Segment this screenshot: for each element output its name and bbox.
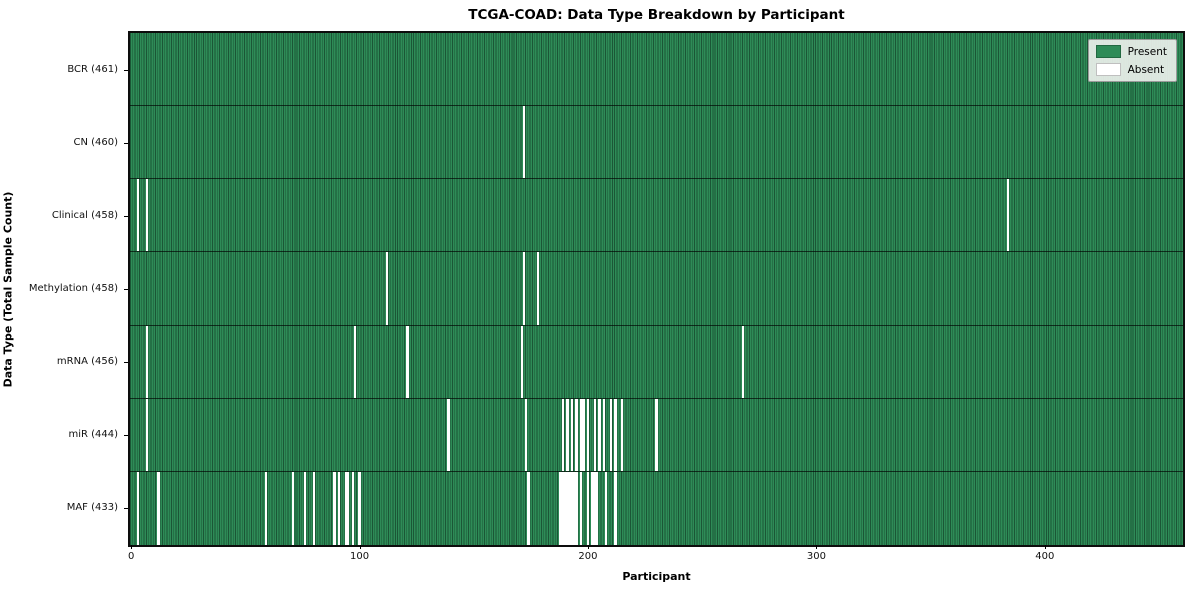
absent-bar [157, 471, 160, 545]
y-tick-mark [124, 362, 128, 364]
absent-bar [593, 471, 596, 545]
y-tick-mark [124, 508, 128, 510]
x-tick-mark [587, 545, 589, 549]
absent-swatch-icon [1095, 63, 1121, 76]
y-tick-mark [124, 142, 128, 144]
data-row-mrna [130, 325, 1183, 399]
absent-bar [575, 471, 578, 545]
absent-bar [145, 398, 149, 471]
absent-bar [264, 471, 268, 545]
legend-entry-present: Present [1095, 45, 1167, 58]
absent-bar [561, 471, 564, 545]
x-tick-mark [816, 545, 818, 549]
absent-bar [522, 106, 526, 179]
chart-title: TCGA-COAD: Data Type Breakdown by Partic… [468, 7, 845, 23]
data-row-maf [130, 471, 1183, 545]
absent-bar [292, 471, 295, 545]
absent-bar [591, 471, 594, 545]
y-tick-label: CN (460) [73, 136, 118, 148]
absent-bar [570, 471, 574, 545]
legend-label-present: Present [1127, 45, 1167, 58]
absent-bar [344, 471, 347, 545]
y-tick-label: miR (444) [68, 429, 118, 441]
absent-bar [573, 471, 576, 545]
absent-bar [527, 471, 530, 545]
data-row-methylation [130, 252, 1183, 326]
absent-bar [566, 398, 569, 471]
data-row-bcr [130, 33, 1183, 107]
absent-bar [136, 179, 140, 252]
y-tick-label: MAF (433) [66, 502, 118, 514]
x-tick-mark [131, 545, 133, 549]
absent-bar [145, 325, 149, 398]
absent-bar [136, 471, 140, 545]
absent-bar [563, 471, 567, 545]
absent-bar [570, 398, 574, 471]
absent-bar [525, 398, 528, 471]
absent-bar [522, 252, 526, 325]
absent-bar [312, 471, 316, 545]
absent-bar [609, 398, 612, 471]
data-row-mir [130, 398, 1183, 472]
absent-bar [561, 398, 564, 471]
y-tick-mark [124, 215, 128, 217]
absent-bar [358, 471, 361, 545]
absent-bar [586, 398, 590, 471]
y-tick-mark [124, 435, 128, 437]
data-row-clinical [130, 179, 1183, 253]
absent-bar [655, 398, 658, 471]
x-tick-label: 400 [1035, 551, 1055, 562]
absent-bar [586, 471, 590, 545]
absent-bar [385, 252, 389, 325]
plot-area: Present Absent [128, 31, 1185, 547]
x-tick-label: 100 [350, 551, 370, 562]
x-tick-label: 200 [578, 551, 598, 562]
absent-bar [406, 325, 409, 398]
absent-bar [536, 252, 539, 325]
y-tick-label: BCR (461) [67, 63, 118, 75]
absent-bar [593, 398, 596, 471]
absent-bar [559, 471, 562, 545]
absent-bar [579, 398, 583, 471]
absent-bar [575, 398, 578, 471]
absent-bar [602, 398, 606, 471]
y-tick-mark [124, 69, 128, 71]
x-axis-label: Participant [622, 570, 691, 583]
absent-bar [614, 471, 617, 545]
legend-entry-absent: Absent [1095, 63, 1167, 76]
absent-bar [346, 471, 350, 545]
present-swatch-icon [1095, 45, 1121, 58]
absent-bar [1007, 179, 1010, 252]
absent-bar [621, 398, 624, 471]
data-row-cn [130, 106, 1183, 180]
absent-bar [566, 471, 569, 545]
absent-bar [333, 471, 336, 545]
absent-bar [742, 325, 745, 398]
legend: Present Absent [1087, 39, 1177, 82]
y-tick-label: Clinical (458) [51, 209, 118, 221]
x-tick-mark [1044, 545, 1046, 549]
absent-bar [595, 471, 599, 545]
legend-label-absent: Absent [1127, 63, 1165, 76]
absent-bar [520, 325, 523, 398]
absent-bar [303, 471, 306, 545]
absent-bar [568, 471, 571, 545]
x-tick-label: 0 [127, 551, 135, 562]
absent-bar [145, 179, 149, 252]
absent-bar [351, 471, 354, 545]
absent-bar [353, 325, 357, 398]
absent-bar [579, 471, 583, 545]
y-tick-mark [124, 289, 128, 290]
absent-bar [605, 471, 608, 545]
absent-bar [447, 398, 450, 471]
absent-bar [598, 398, 601, 471]
absent-bar [337, 471, 341, 545]
y-tick-label: mRNA (456) [56, 356, 118, 368]
y-tick-label: Methylation (458) [28, 283, 118, 294]
x-tick-mark [359, 545, 361, 549]
absent-bar [582, 398, 585, 471]
x-tick-label: 300 [806, 551, 826, 562]
absent-bar [614, 398, 617, 471]
